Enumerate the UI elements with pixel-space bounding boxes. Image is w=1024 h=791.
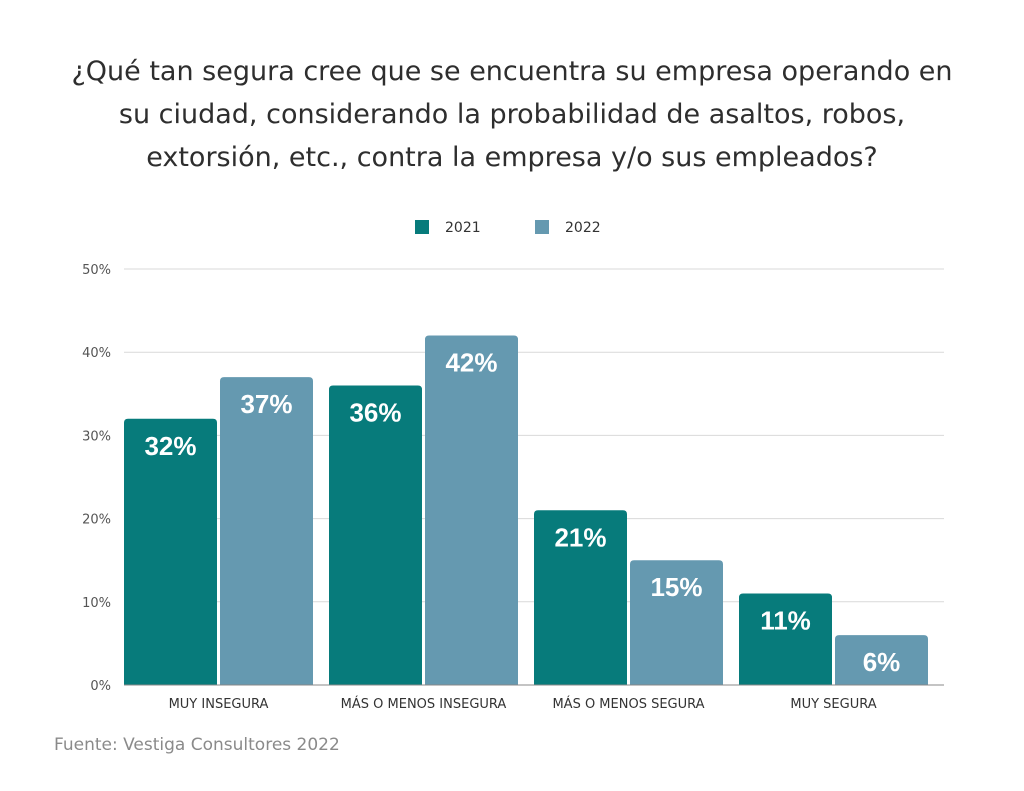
data-label: 36%	[349, 397, 401, 427]
x-category-label: MÁS O MENOS SEGURA	[552, 696, 704, 712]
x-category-label: MÁS O MENOS INSEGURA	[341, 696, 507, 712]
y-tick-label: 10%	[82, 596, 111, 611]
y-axis: 0% 10% 20% 30% 40% 50%	[82, 263, 111, 694]
chart-title-line-1: ¿Qué tan segura cree que se encuentra su…	[71, 56, 953, 87]
chart-title-line-2: su ciudad, considerando la probabilidad …	[118, 99, 906, 130]
legend-label-2022: 2022	[565, 220, 601, 236]
x-axis: MUY INSEGURA MÁS O MENOS INSEGURA MÁS O ME…	[124, 684, 944, 712]
bar-2021	[329, 385, 422, 685]
bar-2022	[220, 377, 313, 685]
bar-2021	[739, 593, 832, 685]
data-label: 21%	[554, 522, 606, 552]
chart-title-line-3: extorsión, etc., contra la empresa y/o s…	[146, 142, 878, 173]
data-label: 42%	[445, 348, 497, 378]
y-tick-label: 20%	[82, 513, 111, 528]
y-tick-label: 30%	[82, 429, 111, 444]
data-label: 6%	[863, 647, 901, 677]
data-label: 11%	[760, 605, 811, 635]
x-category-label: MUY SEGURA	[790, 697, 876, 712]
legend-swatch-2022	[535, 220, 549, 234]
x-category-label: MUY INSEGURA	[169, 697, 269, 712]
source-note: Fuente: Vestiga Consultores 2022	[54, 735, 340, 755]
bar-2022	[630, 560, 723, 685]
bar-2021	[534, 510, 627, 685]
data-label: 32%	[144, 431, 196, 461]
chart-title: ¿Qué tan segura cree que se encuentra su…	[40, 50, 984, 179]
data-label: 37%	[240, 389, 292, 419]
y-tick-label: 40%	[82, 346, 111, 361]
data-label: 15%	[650, 572, 702, 602]
bar-2022	[425, 335, 518, 685]
legend-label-2021: 2021	[445, 220, 481, 236]
legend-swatch-2021	[415, 220, 429, 234]
y-tick-label: 50%	[82, 263, 111, 278]
bar-2022	[835, 635, 928, 685]
bar-2021	[124, 418, 217, 685]
bars: 32% 37% 36% 42% 21% 15% 11% 6%	[124, 335, 928, 685]
legend: 2021 2022	[415, 220, 601, 236]
y-tick-label: 0%	[90, 679, 111, 694]
